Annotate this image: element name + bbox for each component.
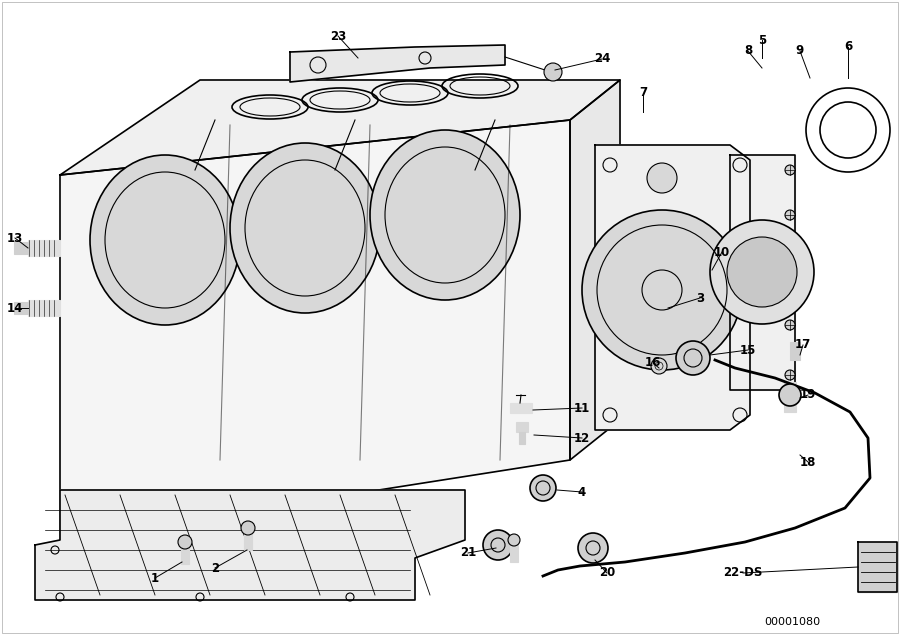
Text: 16: 16 [644,356,662,370]
Text: 17: 17 [795,338,811,352]
Circle shape [544,63,562,81]
Text: 4: 4 [578,486,586,498]
Polygon shape [60,80,620,175]
Polygon shape [858,542,897,592]
Text: 18: 18 [800,455,816,469]
Text: 7: 7 [639,86,647,100]
Circle shape [785,370,795,380]
Text: 10: 10 [714,246,730,258]
Text: 13: 13 [7,232,23,244]
Text: 14: 14 [7,302,23,314]
Text: 6: 6 [844,41,852,53]
Circle shape [178,535,192,549]
Bar [28,240,60,256]
Text: 12: 12 [574,432,590,444]
Circle shape [530,475,556,501]
Text: 8: 8 [744,44,752,58]
Bar [516,422,528,432]
Circle shape [710,220,814,324]
Bar [510,403,532,413]
Circle shape [785,320,795,330]
Polygon shape [570,80,620,460]
Circle shape [483,530,513,560]
Text: 1: 1 [151,572,159,584]
Polygon shape [60,120,570,540]
Bar [519,432,525,444]
Circle shape [785,165,795,175]
Circle shape [508,534,520,546]
Text: 22-DS: 22-DS [724,566,762,580]
Bar [181,542,189,564]
Circle shape [582,210,742,370]
Bar [14,302,28,314]
Ellipse shape [90,155,240,325]
Text: 9: 9 [796,44,804,58]
Text: 19: 19 [800,389,816,401]
Polygon shape [35,490,465,600]
Text: 11: 11 [574,401,590,415]
Text: 15: 15 [740,344,756,356]
Text: 3: 3 [696,291,704,305]
Polygon shape [290,45,505,82]
Circle shape [647,163,677,193]
Circle shape [779,384,801,406]
Text: 24: 24 [594,53,610,65]
Text: 5: 5 [758,34,766,46]
Ellipse shape [370,130,520,300]
Circle shape [676,341,710,375]
Bar [14,242,28,254]
Text: 2: 2 [211,561,219,575]
Circle shape [785,210,795,220]
Bar [790,342,800,360]
Circle shape [578,533,608,563]
Ellipse shape [230,143,380,313]
Circle shape [727,237,797,307]
Bar [244,528,252,550]
Bar [28,300,60,316]
Bar [510,540,518,562]
Polygon shape [595,145,750,430]
Bar [784,382,796,412]
Text: 20: 20 [598,566,615,580]
Polygon shape [730,155,795,390]
Text: 21: 21 [460,547,476,559]
Text: 23: 23 [330,29,346,43]
Circle shape [651,358,667,374]
Circle shape [241,521,255,535]
Text: 00001080: 00001080 [764,617,820,627]
